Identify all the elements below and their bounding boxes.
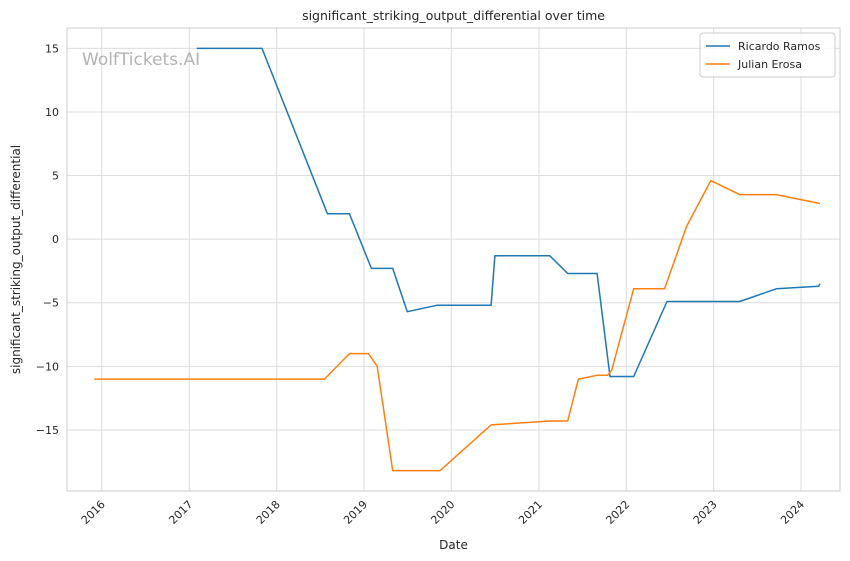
y-tick-labels: −15 −10 −5 0 5 10 15 bbox=[36, 42, 59, 437]
series-line-1 bbox=[94, 179, 821, 472]
y-tick-label: 5 bbox=[52, 170, 59, 183]
series-line-0 bbox=[196, 47, 821, 378]
legend-box bbox=[699, 32, 836, 78]
y-axis-label: significant_striking_output_differential bbox=[9, 145, 23, 374]
legend-label: Julian Erosa bbox=[737, 58, 802, 71]
series-lines bbox=[94, 47, 821, 472]
y-tick-label: 10 bbox=[45, 106, 59, 119]
y-tick-label: −10 bbox=[36, 360, 59, 373]
y-tick-label: −15 bbox=[36, 424, 59, 437]
x-axis-label: Date bbox=[439, 538, 468, 552]
y-tick-label: 15 bbox=[45, 42, 59, 55]
grid bbox=[67, 28, 840, 491]
chart-title: significant_striking_output_differential… bbox=[302, 8, 605, 23]
plot-frame bbox=[66, 27, 841, 492]
watermark-text: WolfTickets.AI bbox=[82, 50, 200, 70]
legend-label: Ricardo Ramos bbox=[738, 40, 821, 53]
legend: Ricardo Ramos Julian Erosa bbox=[699, 32, 836, 78]
y-tick-label: 0 bbox=[52, 233, 59, 246]
y-tick-label: −5 bbox=[43, 297, 59, 310]
